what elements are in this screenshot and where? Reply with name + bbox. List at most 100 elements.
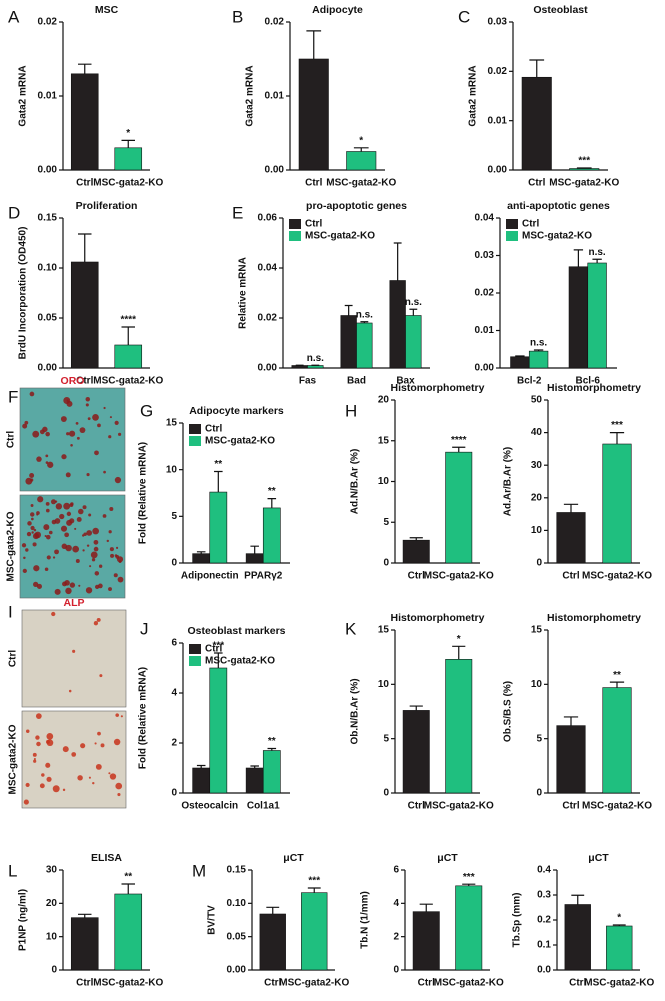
stain-spot xyxy=(114,420,119,425)
stain-spot xyxy=(65,587,72,595)
bar xyxy=(340,315,357,369)
significance-label: *** xyxy=(578,156,590,167)
stain-spot xyxy=(31,531,34,534)
y-tick-label: 10 xyxy=(531,679,543,690)
y-tick-label: 30 xyxy=(531,460,543,471)
stain-spot xyxy=(21,543,27,548)
stain-spot xyxy=(64,532,69,538)
error-bar xyxy=(573,249,584,267)
stain-spot xyxy=(32,542,37,547)
x-tick-label: Ctrl xyxy=(569,978,586,989)
panel-letter: C xyxy=(458,7,470,26)
stain-spot xyxy=(30,478,34,482)
y-tick-label: 0 xyxy=(383,788,389,799)
bar xyxy=(521,76,552,171)
stain-spot xyxy=(41,773,45,777)
bar xyxy=(346,151,377,171)
x-tick-label: Ctrl xyxy=(264,978,281,989)
y-axis-label: P1NP (ng/ml) xyxy=(18,889,29,951)
y-tick-label: 15 xyxy=(378,625,390,636)
y-tick-label: 0.03 xyxy=(475,250,495,261)
y-tick-label: 0 xyxy=(536,788,542,799)
y-tick-label: 6 xyxy=(393,865,399,876)
bar xyxy=(602,443,632,564)
stain-spot xyxy=(75,422,79,425)
stain-spot xyxy=(83,532,87,536)
stain-spot xyxy=(55,503,63,510)
stain-spot xyxy=(33,565,40,572)
stain-spot xyxy=(95,584,100,589)
bar xyxy=(564,904,591,971)
error-bar xyxy=(121,883,135,894)
y-tick-label: 10 xyxy=(46,931,58,942)
significance-label: * xyxy=(359,135,363,146)
stain-spot xyxy=(33,759,37,763)
stain-spot xyxy=(108,530,112,534)
stain-spot xyxy=(92,413,99,421)
error-bar xyxy=(78,233,92,262)
significance-label: ** xyxy=(214,459,222,470)
stain-spot xyxy=(50,499,56,505)
stain-spot xyxy=(46,733,54,740)
stain-spot xyxy=(51,611,56,617)
stain-spot xyxy=(45,508,50,513)
stain-spot xyxy=(61,454,67,460)
y-axis-label: Fold (Relative mRNA) xyxy=(138,667,149,769)
y-tick-label: 0.05 xyxy=(38,313,58,324)
bar xyxy=(298,58,329,171)
significance-label: n.s. xyxy=(530,338,547,349)
stain-spot xyxy=(71,752,77,757)
significance-label: ** xyxy=(268,736,276,747)
stain-spot xyxy=(52,785,60,793)
stain-spot xyxy=(32,752,37,757)
stain-spot xyxy=(88,776,91,779)
y-tick-label: 0.01 xyxy=(488,115,508,126)
stain-spot xyxy=(45,501,50,506)
x-tick-label: MSC-gata2-KO xyxy=(584,978,654,989)
x-tick-label: Ctrl xyxy=(562,801,579,812)
y-tick-label: 0.0 xyxy=(537,965,551,976)
stain-spot xyxy=(45,431,50,437)
stain-spot xyxy=(93,546,99,552)
bar xyxy=(405,315,422,369)
stain-spot xyxy=(86,544,90,547)
stain-spot xyxy=(97,731,101,736)
x-tick-label: Bad xyxy=(347,376,366,387)
significance-label: n.s. xyxy=(356,309,373,320)
stain-spot xyxy=(42,426,48,433)
chart-title: Proliferation xyxy=(76,200,138,212)
bar xyxy=(587,262,607,369)
x-tick-label: Ctrl xyxy=(76,978,93,989)
bar xyxy=(114,893,143,971)
y-tick-label: 30 xyxy=(46,865,58,876)
chart-title: Adipocyte markers xyxy=(189,405,284,417)
stain-spot xyxy=(114,554,118,557)
stain-spot xyxy=(86,530,93,536)
error-bar xyxy=(344,304,353,316)
stain-spot xyxy=(117,792,121,797)
x-tick-label: Osteocalcin xyxy=(181,801,238,812)
error-bar xyxy=(78,63,92,74)
legend-label: Ctrl xyxy=(522,219,539,230)
stain-spot xyxy=(45,454,49,458)
stain-spot xyxy=(30,512,35,517)
stain-spot xyxy=(108,587,112,592)
y-axis-label: Gata2 mRNA xyxy=(245,65,256,126)
stain-spot xyxy=(30,504,34,507)
chart-title: Histomorphometry xyxy=(547,382,641,394)
stain-spot xyxy=(75,558,80,563)
y-tick-label: 0.4 xyxy=(537,865,551,876)
bar xyxy=(307,365,324,369)
panel-letter: D xyxy=(8,203,20,222)
stain-spot xyxy=(92,781,95,785)
error-bar xyxy=(266,906,280,914)
legend-label: Ctrl xyxy=(205,644,222,655)
error-bar xyxy=(121,326,135,345)
error-bar xyxy=(78,913,92,918)
image-row-label: Ctrl xyxy=(8,650,19,667)
chart-title: Histomorphometry xyxy=(547,612,641,624)
stain-spot xyxy=(66,432,70,436)
stain-spot xyxy=(89,565,92,568)
bar xyxy=(356,322,373,369)
stain-spot xyxy=(114,476,122,484)
